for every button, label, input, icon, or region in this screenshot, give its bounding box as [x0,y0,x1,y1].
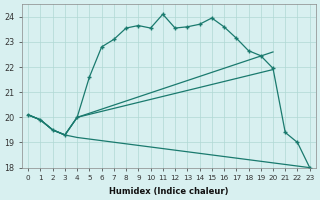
X-axis label: Humidex (Indice chaleur): Humidex (Indice chaleur) [109,187,229,196]
